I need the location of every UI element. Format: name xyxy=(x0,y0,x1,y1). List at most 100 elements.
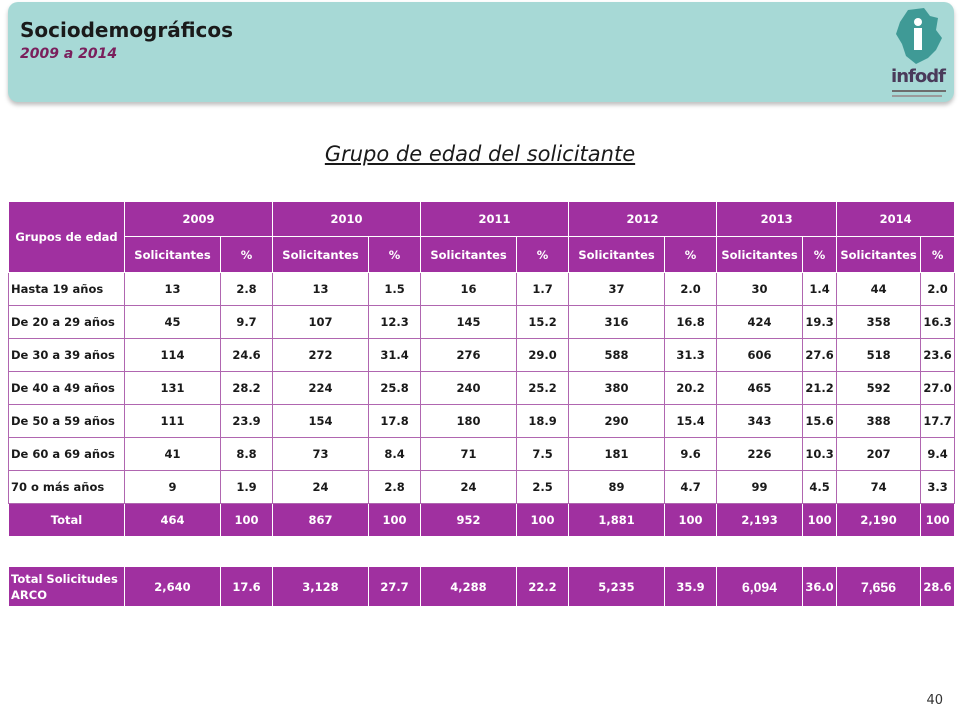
solicitantes-cell: 272 xyxy=(272,338,370,372)
age-group-table: Grupos de edad 2009 2010 2011 2012 2013 … xyxy=(8,201,956,537)
solicitantes-cell: 358 xyxy=(836,305,922,339)
page-number: 40 xyxy=(926,693,943,708)
age-group-label: Hasta 19 años xyxy=(8,272,125,306)
table-body: Hasta 19 años 13 2.8 13 1.5 16 1.7 37 2.0 30 1.4 44… xyxy=(8,272,956,537)
solicitantes-header: Solicitantes xyxy=(836,236,922,273)
solicitantes-cell: 24 xyxy=(420,470,518,504)
percent-cell: 27.0 xyxy=(920,371,956,405)
percent-header: % xyxy=(802,236,838,273)
solicitantes-cell: 9 xyxy=(124,470,221,504)
solicitantes-cell: 588 xyxy=(568,338,666,372)
total-cell: 100 xyxy=(219,503,274,537)
solicitantes-cell: 73 xyxy=(272,437,370,471)
total-cell: 867 xyxy=(272,503,370,537)
percent-cell: 9.6 xyxy=(664,437,718,471)
total-cell: 2,190 xyxy=(836,503,922,537)
percent-cell: 8.4 xyxy=(368,437,422,471)
percent-cell: 12.3 xyxy=(368,305,422,339)
table-row: De 30 a 39 años 114 24.6 272 31.4 276 29.0 588 3… xyxy=(8,338,956,372)
total-cell: 100 xyxy=(920,503,956,537)
solicitantes-header: Solicitantes xyxy=(272,236,370,273)
percent-cell: 4.7 xyxy=(664,470,718,504)
solicitantes-cell: 380 xyxy=(568,371,666,405)
percent-cell: 23.9 xyxy=(219,404,274,438)
solicitantes-header: Solicitantes xyxy=(568,236,666,273)
total-cell: 2,193 xyxy=(716,503,804,537)
page-title: Grupo de edad del solicitante xyxy=(324,142,636,166)
solicitantes-cell: 99 xyxy=(716,470,804,504)
table-row: De 40 a 49 años 131 28.2 224 25.8 240 25.2 380 2… xyxy=(8,371,956,405)
percent-cell: 1.7 xyxy=(516,272,570,306)
total-cell: 100 xyxy=(516,503,570,537)
table-row: Hasta 19 años 13 2.8 13 1.5 16 1.7 37 2.0 30 1.4 44… xyxy=(8,272,956,306)
percent-cell: 18.9 xyxy=(516,404,570,438)
solicitantes-cell: 154 xyxy=(272,404,370,438)
percent-cell: 16.3 xyxy=(920,305,956,339)
solicitantes-cell: 30 xyxy=(716,272,804,306)
total-cell: 1,881 xyxy=(568,503,666,537)
arco-cell: 7,656 xyxy=(836,566,921,607)
solicitantes-cell: 343 xyxy=(716,404,804,438)
solicitantes-cell: 424 xyxy=(716,305,804,339)
solicitantes-cell: 24 xyxy=(272,470,370,504)
age-group-header: Grupos de edad xyxy=(8,201,125,273)
percent-header: % xyxy=(664,236,718,273)
percent-cell: 4.5 xyxy=(802,470,838,504)
logo-caption-line xyxy=(892,95,942,97)
year-header: 2009 xyxy=(123,201,274,237)
solicitantes-cell: 518 xyxy=(836,338,922,372)
percent-cell: 20.2 xyxy=(664,371,718,405)
percent-cell: 1.5 xyxy=(368,272,422,306)
percent-cell: 24.6 xyxy=(219,338,274,372)
year-header: 2010 xyxy=(272,201,422,237)
infodf-logo: infodf xyxy=(878,6,958,101)
table-row: De 50 a 59 años 111 23.9 154 17.8 180 18.9 290 1… xyxy=(8,404,956,438)
percent-cell: 25.8 xyxy=(368,371,422,405)
percent-cell: 16.8 xyxy=(664,305,718,339)
solicitantes-cell: 111 xyxy=(124,404,221,438)
total-cell: 100 xyxy=(664,503,718,537)
arco-cell: 6,094 xyxy=(716,566,803,607)
total-cell: 100 xyxy=(802,503,838,537)
age-group-label: De 30 a 39 años xyxy=(8,338,125,372)
solicitantes-cell: 114 xyxy=(124,338,221,372)
arco-cell: 36.0 xyxy=(802,566,837,607)
percent-header: % xyxy=(516,236,570,273)
solicitantes-cell: 37 xyxy=(568,272,666,306)
solicitantes-cell: 44 xyxy=(836,272,922,306)
solicitantes-header: Solicitantes xyxy=(420,236,518,273)
percent-cell: 19.3 xyxy=(802,305,838,339)
logo-text: infodf xyxy=(891,66,946,87)
percent-cell: 1.4 xyxy=(802,272,838,306)
percent-cell: 2.8 xyxy=(219,272,274,306)
table-row: 70 o más años 9 1.9 24 2.8 24 2.5 89 4.7 99 4.5 74 3… xyxy=(8,470,956,504)
arco-cell: 35.9 xyxy=(664,566,717,607)
percent-cell: 2.8 xyxy=(368,470,422,504)
percent-header: % xyxy=(920,236,956,273)
percent-cell: 25.2 xyxy=(516,371,570,405)
percent-cell: 28.2 xyxy=(219,371,274,405)
percent-cell: 15.4 xyxy=(664,404,718,438)
logo-caption-line xyxy=(892,90,946,92)
solicitantes-cell: 290 xyxy=(568,404,666,438)
solicitantes-cell: 180 xyxy=(420,404,518,438)
total-cell: 100 xyxy=(368,503,422,537)
percent-cell: 15.2 xyxy=(516,305,570,339)
arco-cell: 2,640 xyxy=(124,566,221,607)
year-header: 2012 xyxy=(568,201,718,237)
total-cell: 464 xyxy=(124,503,221,537)
total-row: Total 464 100 867 100 952 100 1,881 100 2,193 100 2… xyxy=(8,503,956,537)
solicitantes-cell: 74 xyxy=(836,470,922,504)
table-row: De 20 a 29 años 45 9.7 107 12.3 145 15.2 316 16.… xyxy=(8,305,956,339)
percent-cell: 31.3 xyxy=(664,338,718,372)
age-group-label: 70 o más años xyxy=(8,470,125,504)
solicitantes-cell: 226 xyxy=(716,437,804,471)
solicitantes-cell: 45 xyxy=(124,305,221,339)
table-row: De 60 a 69 años 41 8.8 73 8.4 71 7.5 181 9.6 226 1… xyxy=(8,437,956,471)
solicitantes-cell: 41 xyxy=(124,437,221,471)
arco-row: Total Solicitudes ARCO 2,640 17.6 3,128 27.7… xyxy=(8,566,955,607)
percent-cell: 2.0 xyxy=(920,272,956,306)
percent-cell: 1.9 xyxy=(219,470,274,504)
arco-body: Total Solicitudes ARCO 2,640 17.6 3,128 27.7… xyxy=(8,566,955,607)
arco-cell: 28.6 xyxy=(920,566,955,607)
